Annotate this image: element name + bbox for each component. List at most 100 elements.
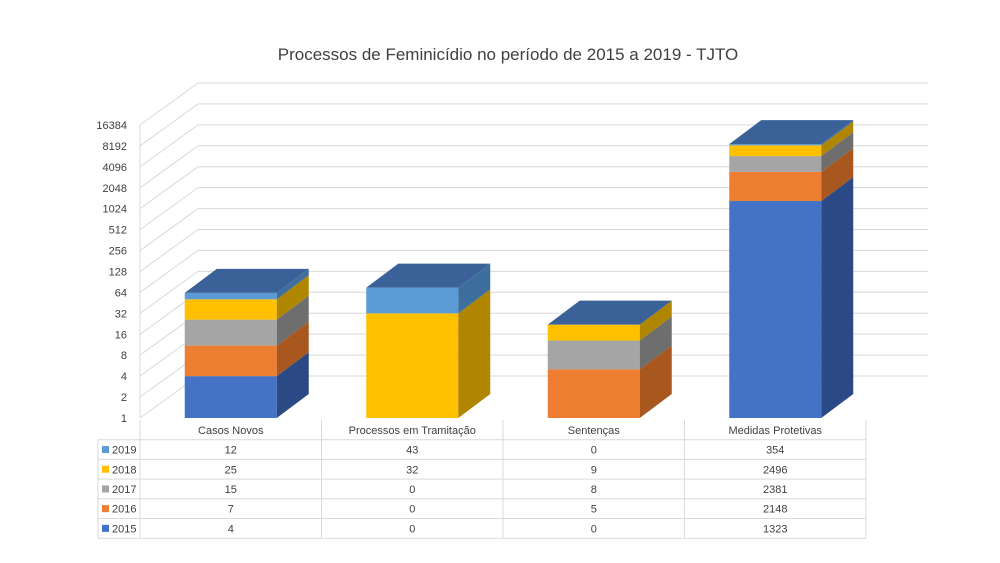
bar-segment-casos-novos-2018-side bbox=[276, 275, 309, 320]
y-tick-label: 512 bbox=[109, 225, 127, 237]
data-label-sentencas-2019: 0 bbox=[591, 445, 597, 457]
y-tick-label: 64 bbox=[115, 287, 127, 299]
bar-segment-casos-novos-2017 bbox=[184, 319, 277, 346]
data-label-sentencas-2017: 8 bbox=[591, 484, 597, 496]
gridline-diagonal bbox=[139, 103, 199, 147]
data-label-processos-em-tramitacao-2015: 0 bbox=[409, 523, 415, 535]
y-tick-label: 2048 bbox=[103, 183, 127, 195]
bar-segment-medidas-protetivas-2017 bbox=[729, 156, 822, 172]
bars bbox=[184, 120, 854, 418]
data-label-sentencas-2016: 5 bbox=[591, 504, 597, 516]
bar-sentencas bbox=[547, 300, 672, 418]
gridline-diagonal bbox=[139, 166, 199, 210]
y-tick-label: 256 bbox=[109, 246, 127, 258]
gridline-diagonal bbox=[139, 270, 199, 314]
bar-segment-processos-em-tramitacao-2018-side bbox=[458, 289, 491, 418]
data-label-medidas-protetivas-2018: 2496 bbox=[763, 464, 787, 476]
y-tick-label: 8 bbox=[121, 350, 127, 362]
gridline-diagonal bbox=[139, 124, 199, 168]
data-label-medidas-protetivas-2015: 1323 bbox=[763, 523, 787, 535]
legend-key-2017 bbox=[102, 485, 109, 493]
data-label-processos-em-tramitacao-2017: 0 bbox=[409, 484, 415, 496]
legend-key-2016 bbox=[102, 505, 109, 513]
data-label-processos-em-tramitacao-2018: 32 bbox=[406, 464, 418, 476]
bar-segment-sentencas-2018 bbox=[547, 324, 640, 341]
bar-segment-sentencas-2018-side bbox=[639, 300, 672, 341]
x-tick-label: Processos em Tramitação bbox=[349, 425, 476, 437]
legend-label-2015: 2015 bbox=[112, 523, 136, 535]
bar-top-casos-novos bbox=[184, 268, 309, 293]
y-tick-label: 1 bbox=[121, 413, 127, 425]
bar-segment-medidas-protetivas-2019 bbox=[729, 144, 822, 146]
bar-segment-casos-novos-2016 bbox=[184, 345, 277, 377]
bar-segment-casos-novos-2016-side bbox=[276, 321, 309, 377]
y-tick-label: 32 bbox=[115, 308, 127, 320]
bar-segment-processos-em-tramitacao-2019-side bbox=[458, 263, 491, 314]
bar-segment-medidas-protetivas-2016-side bbox=[821, 147, 854, 201]
bar-casos-novos bbox=[184, 268, 309, 418]
data-label-casos-novos-2018: 25 bbox=[225, 464, 237, 476]
bar-segment-casos-novos-2019 bbox=[184, 292, 277, 300]
y-tick-label: 128 bbox=[109, 267, 127, 279]
bar-segment-sentencas-2017-side bbox=[639, 316, 672, 370]
legend-key-2015 bbox=[102, 524, 109, 532]
x-tick-label: Sentenças bbox=[568, 425, 620, 437]
x-tick-label: Medidas Protetivas bbox=[728, 425, 822, 437]
data-label-casos-novos-2015: 4 bbox=[228, 523, 234, 535]
y-tick-label: 4 bbox=[121, 371, 127, 383]
y-tick-label: 1024 bbox=[103, 204, 127, 216]
bar-segment-medidas-protetivas-2017-side bbox=[821, 132, 854, 172]
data-label-processos-em-tramitacao-2019: 43 bbox=[406, 445, 418, 457]
gridline-diagonal bbox=[139, 229, 199, 272]
data-label-casos-novos-2017: 15 bbox=[225, 484, 237, 496]
y-tick-label: 2 bbox=[121, 392, 127, 404]
y-axis-ticks: 1 2 4 8 16 32 64 128 256 512 1024 2048 4096 8192 16384 bbox=[96, 120, 127, 425]
gridline-diagonal bbox=[139, 208, 199, 251]
bar-segment-sentencas-2016-side bbox=[639, 345, 672, 418]
bar-segment-processos-em-tramitacao-2019 bbox=[366, 287, 459, 314]
chart-title: Processos de Feminicídio no período de 2… bbox=[278, 45, 739, 64]
y-tick-label: 8192 bbox=[103, 141, 127, 153]
legend-label-2017: 2017 bbox=[112, 484, 136, 496]
data-label-medidas-protetivas-2019: 354 bbox=[766, 445, 784, 457]
data-label-casos-novos-2019: 12 bbox=[225, 445, 237, 457]
bar-segment-casos-novos-2015-side bbox=[276, 352, 309, 418]
data-label-casos-novos-2016: 7 bbox=[228, 504, 234, 516]
gridline-diagonal bbox=[139, 82, 199, 126]
bar-segment-casos-novos-2017-side bbox=[276, 295, 309, 346]
bar-top-medidas-protetivas bbox=[729, 120, 854, 145]
legend-key-2018 bbox=[102, 465, 109, 473]
legend-key-2019 bbox=[102, 446, 109, 454]
bar-segment-medidas-protetivas-2015 bbox=[729, 200, 822, 418]
data-label-medidas-protetivas-2017: 2381 bbox=[763, 484, 787, 496]
bar-segment-medidas-protetivas-2018-side bbox=[821, 121, 854, 157]
data-label-sentencas-2018: 9 bbox=[591, 464, 597, 476]
bar-top-sentencas bbox=[547, 300, 672, 325]
bar-segment-sentencas-2016 bbox=[547, 369, 640, 418]
bar-segment-sentencas-2017 bbox=[547, 340, 640, 370]
bar-segment-processos-em-tramitacao-2018 bbox=[366, 313, 459, 418]
y-tick-label: 16384 bbox=[96, 120, 127, 132]
y-tick-label: 16 bbox=[115, 329, 127, 341]
bar-segment-casos-novos-2018 bbox=[184, 299, 277, 320]
y-tick-label: 4096 bbox=[103, 162, 127, 174]
bar-segment-medidas-protetivas-2019-side bbox=[821, 120, 854, 146]
legend-label-2018: 2018 bbox=[112, 464, 136, 476]
bar-segment-medidas-protetivas-2015-side bbox=[821, 176, 854, 418]
legend-label-2019: 2019 bbox=[112, 445, 136, 457]
data-table: Casos Novos Processos em Tramitação Senten… bbox=[97, 420, 867, 539]
bar-segment-casos-novos-2015 bbox=[184, 376, 277, 418]
data-label-processos-em-tramitacao-2016: 0 bbox=[409, 504, 415, 516]
bar-segment-casos-novos-2019-side bbox=[276, 268, 309, 300]
x-tick-label: Casos Novos bbox=[198, 425, 264, 437]
data-label-sentencas-2015: 0 bbox=[591, 523, 597, 535]
bar-medidas-protetivas bbox=[729, 120, 854, 418]
bar-segment-medidas-protetivas-2016 bbox=[729, 171, 822, 201]
bar-segment-medidas-protetivas-2018 bbox=[729, 145, 822, 157]
gridline-diagonal bbox=[139, 145, 199, 189]
legend-label-2016: 2016 bbox=[112, 504, 136, 516]
bar-top-processos-em-tramitacao bbox=[366, 263, 491, 288]
bar-processos-em-tramitacao bbox=[366, 263, 491, 418]
gridline-diagonal bbox=[139, 250, 199, 293]
